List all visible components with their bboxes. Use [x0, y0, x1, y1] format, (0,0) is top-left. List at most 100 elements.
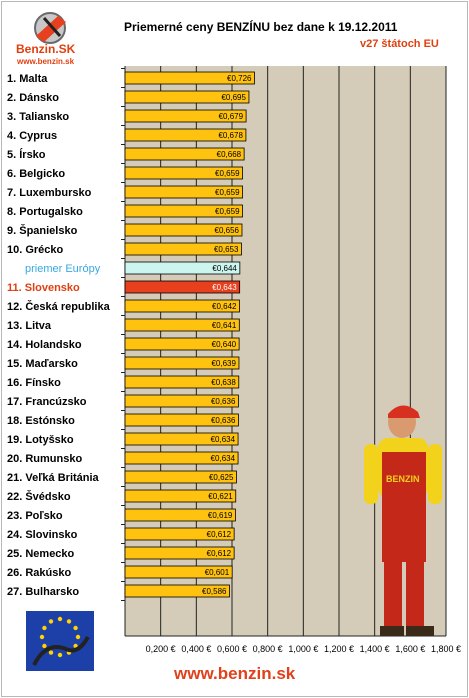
star-icon — [39, 634, 45, 640]
bar-value-label: €0,640 — [212, 340, 237, 349]
star-icon — [57, 652, 63, 658]
logo-text: Benzin.SK — [16, 42, 76, 56]
bar — [124, 185, 243, 199]
bar — [124, 128, 247, 142]
bar — [124, 242, 242, 256]
bar — [124, 166, 243, 180]
bar — [124, 337, 240, 351]
bar — [124, 413, 239, 427]
bar — [124, 584, 230, 598]
category-label: 17. Francúzsko — [7, 396, 87, 408]
category-label: 14. Holandsko — [7, 339, 82, 351]
bar-value-label: €0,634 — [211, 435, 236, 444]
bar — [124, 432, 239, 446]
bar — [124, 508, 236, 522]
bar-value-label: €0,621 — [208, 492, 233, 501]
bar-value-label: €0,642 — [212, 302, 237, 311]
category-label: 13. Litva — [7, 320, 52, 332]
x-tick-label: 1,600 € — [395, 644, 425, 654]
category-label: 21. Veľká Británia — [7, 472, 100, 484]
bar — [124, 375, 240, 389]
x-tick-label: 0,600 € — [217, 644, 247, 654]
x-tick-label: 1,000 € — [288, 644, 318, 654]
logo-url: www.benzin.sk — [17, 57, 75, 66]
bar-value-label: €0,644 — [212, 264, 237, 273]
star-icon — [73, 625, 78, 631]
x-tick-label: 0,800 € — [253, 644, 283, 654]
category-label: 18. Estónsko — [7, 415, 75, 427]
bar-value-label: €0,659 — [215, 169, 240, 178]
bar — [124, 527, 235, 541]
bar — [124, 565, 233, 579]
eu-flag-image — [26, 611, 94, 671]
star-icon — [48, 650, 54, 655]
category-label: 7. Luxembursko — [7, 187, 92, 199]
bar-value-label: €0,612 — [207, 549, 232, 558]
bar-value-label: €0,659 — [215, 188, 240, 197]
bar — [124, 394, 239, 408]
bar-value-label: €0,678 — [218, 131, 243, 140]
x-tick-label: 1,200 € — [324, 644, 354, 654]
category-label: 24. Slovinsko — [7, 529, 78, 541]
star-icon — [66, 619, 72, 624]
bar-value-label: €0,726 — [227, 74, 252, 83]
bar-value-label: €0,695 — [221, 93, 246, 102]
bar — [124, 109, 247, 123]
category-label: priemer Európy — [25, 263, 101, 275]
bar-value-label: €0,659 — [215, 207, 240, 216]
category-label: 16. Fínsko — [7, 377, 61, 389]
x-tick-label: 0,400 € — [181, 644, 211, 654]
x-tick-label: 0,200 € — [146, 644, 176, 654]
star-icon — [48, 619, 54, 624]
category-label: 20. Rumunsko — [7, 453, 82, 465]
bar-value-label: €0,679 — [219, 112, 244, 121]
x-tick-label: 1,800 € — [431, 644, 461, 654]
bar — [124, 318, 240, 332]
category-label: 12. Česká republika — [7, 300, 111, 313]
chart-subtitle: v27 štátoch EU — [360, 38, 439, 50]
star-icon — [42, 643, 47, 649]
star-icon — [42, 625, 47, 631]
category-label: 1. Malta — [7, 73, 48, 85]
category-label: 27. Bulharsko — [7, 586, 79, 598]
bar — [124, 261, 241, 275]
bar-value-label: €0,625 — [209, 473, 234, 482]
category-label: 6. Belgicko — [7, 168, 65, 180]
bar-value-label: €0,653 — [214, 245, 239, 254]
bar-value-label: €0,612 — [207, 530, 232, 539]
bar-value-label: €0,636 — [211, 397, 236, 406]
category-label: 8. Portugalsko — [7, 206, 83, 218]
category-label: 3. Taliansko — [7, 111, 69, 123]
bar — [124, 204, 243, 218]
bar — [124, 489, 237, 503]
bar-value-label: €0,601 — [205, 568, 230, 577]
bar — [124, 299, 240, 313]
category-label: 9. Španielsko — [7, 224, 78, 237]
bar-value-label: €0,638 — [211, 378, 236, 387]
category-label: 4. Cyprus — [7, 130, 57, 142]
bar — [124, 147, 245, 161]
category-label: 26. Rakúsko — [7, 567, 71, 579]
bar — [124, 71, 255, 85]
category-label: 25. Nemecko — [7, 548, 75, 560]
bar-value-label: €0,656 — [215, 226, 240, 235]
mechanic-figure: BENZIN — [360, 400, 450, 640]
bar-value-label: €0,668 — [217, 150, 242, 159]
footer-site: www.benzin.sk — [174, 664, 296, 683]
bar — [124, 470, 237, 484]
bar — [124, 223, 243, 237]
chart-title: Priemerné ceny BENZÍNU bez dane k 19.12.… — [124, 20, 398, 34]
bar — [124, 356, 240, 370]
bar — [124, 90, 250, 104]
category-label: 22. Švédsko — [7, 490, 71, 503]
bar — [124, 546, 235, 560]
bar-value-label: €0,641 — [212, 321, 237, 330]
category-label: 10. Grécko — [7, 244, 64, 256]
category-label: 19. Lotyšsko — [7, 434, 74, 446]
x-tick-label: 1,400 € — [360, 644, 390, 654]
bar-value-label: €0,643 — [212, 283, 237, 292]
bar — [124, 280, 241, 294]
category-label: 11. Slovensko — [7, 282, 80, 294]
